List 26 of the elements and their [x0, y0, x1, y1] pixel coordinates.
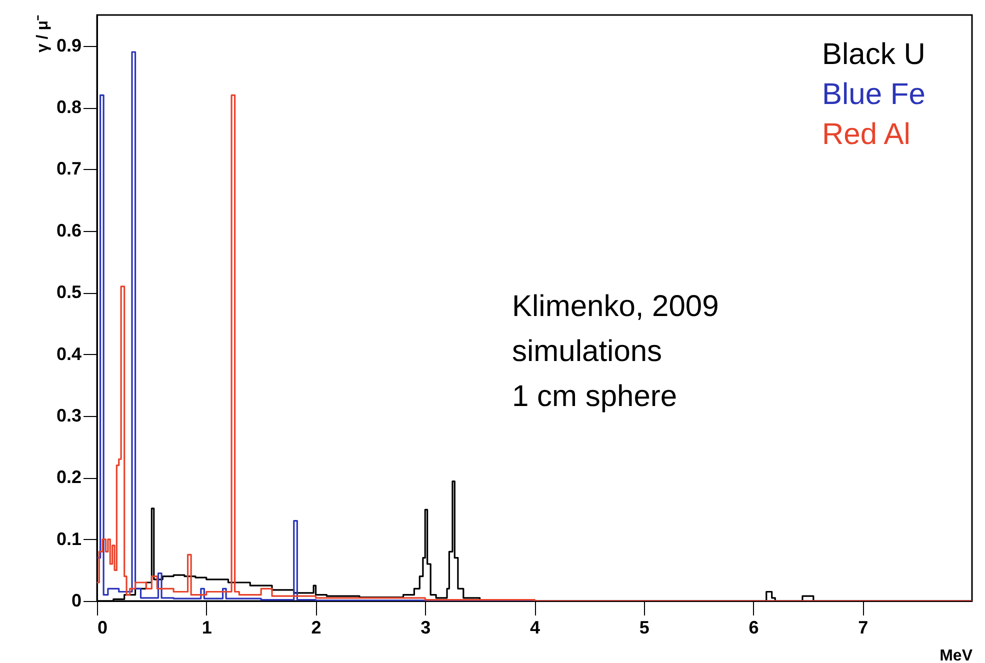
y-axis-title: γ / μ⁻	[34, 14, 52, 53]
x-tick-label: 3	[420, 618, 431, 638]
x-tick-label: 1	[202, 618, 212, 638]
x-tick-label: 6	[748, 618, 759, 638]
x-tick-label: 7	[858, 618, 868, 638]
x-tick-label: 4	[530, 618, 540, 638]
y-tick-label: 0.5	[56, 282, 82, 302]
y-tick-label: 0.3	[56, 405, 82, 426]
y-tick-label: 0.2	[56, 467, 82, 488]
x-tick-label: 5	[639, 618, 650, 638]
y-tick-label: 0.6	[56, 220, 82, 240]
x-axis-title: MeV	[940, 648, 973, 663]
y-tick-label: 0.4	[56, 344, 82, 364]
text: Red Al	[822, 118, 910, 151]
annotation: 1 cm sphere	[512, 380, 678, 413]
y-tick-label: 0	[71, 590, 82, 610]
text: Black U	[822, 38, 926, 71]
x-tick-label: 2	[311, 618, 322, 638]
y-tick-label: 0.9	[56, 35, 82, 56]
y-tick-label: 0.8	[56, 97, 82, 118]
text: Blue Fe	[822, 78, 926, 111]
y-tick-label: 0.7	[56, 158, 82, 179]
y-tick-label: 0.1	[56, 528, 82, 549]
x-tick-label: 0	[98, 618, 108, 638]
annotation: simulations	[512, 335, 662, 368]
annotation: Klimenko, 2009	[512, 290, 719, 323]
